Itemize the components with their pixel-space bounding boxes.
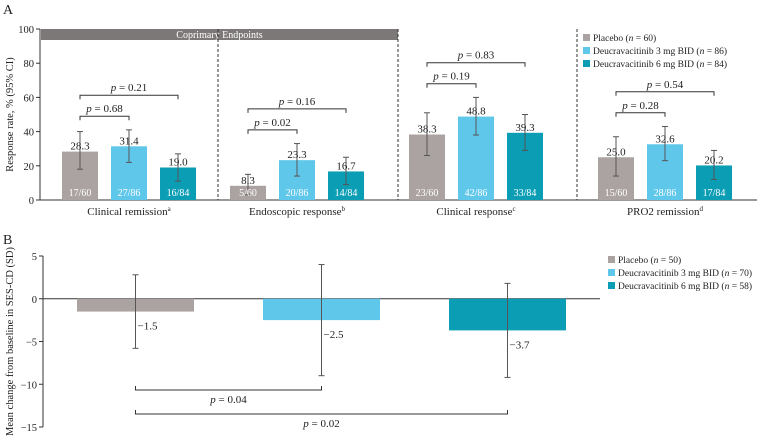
panel-a-legend-label-1: Deucravacitinib 3 mg BID (n = 86) (593, 46, 727, 57)
value-label-0-2: 19.0 (168, 157, 188, 169)
p-value-outer-3: p = 0.54 (646, 79, 684, 91)
panel-b-y-tick-label-2: −5 (26, 338, 37, 349)
panel-a-y-axis-label: Response rate, % (95% CI) (5, 57, 16, 172)
p-value-inner-0: p = 0.68 (85, 103, 123, 115)
p-value-inner-3: p = 0.28 (621, 100, 659, 112)
p-value-outer-0: p = 0.21 (110, 82, 147, 94)
b-p-bracket-0 (135, 386, 322, 391)
panel-b-y-tick-label-0: −15 (21, 423, 37, 434)
panel-b-y-tick-label-4: 5 (32, 252, 37, 263)
panel-a-label: A (3, 3, 14, 18)
b-value-label-2: −3.7 (510, 339, 530, 351)
p-bracket-outer-1 (247, 108, 347, 113)
p-value-inner-1: p = 0.02 (253, 117, 290, 129)
panel-b-label: B (3, 233, 12, 248)
category-label-0: Clinical remissiona (87, 205, 171, 218)
panel-b-legend-swatch-0 (608, 256, 615, 263)
fraction-label-2-0: 23/60 (416, 188, 439, 199)
fraction-label-3-2: 17/84 (703, 188, 726, 199)
coprimary-banner (41, 29, 398, 40)
p-value-outer-2: p = 0.83 (457, 50, 495, 62)
p-bracket-outer-0 (79, 94, 179, 100)
value-label-2-1: 48.8 (466, 106, 486, 118)
value-label-0-0: 28.3 (70, 141, 90, 153)
p-bracket-inner-2 (426, 83, 477, 88)
value-label-1-0: 8.3 (241, 175, 255, 187)
panel-b-y-tick-label-1: −10 (21, 380, 37, 391)
fraction-label-2-1: 42/86 (465, 188, 488, 199)
p-bracket-inner-0 (79, 115, 130, 121)
value-label-2-0: 38.3 (417, 124, 437, 136)
panel-b-legend-label-1: Deucravacitinib 3 mg BID (n = 70) (618, 268, 752, 279)
panel-b-legend-swatch-2 (608, 282, 615, 289)
value-label-3-0: 25.0 (606, 146, 626, 158)
p-bracket-inner-1 (247, 129, 298, 134)
value-label-0-1: 31.4 (119, 135, 139, 147)
b-value-label-1: −2.5 (324, 329, 344, 341)
p-bracket-outer-3 (615, 91, 715, 96)
value-label-2-2: 39.3 (515, 122, 535, 134)
category-label-2: Clinical responsec (436, 205, 515, 218)
panel-a-y-tick-label-5: 100 (18, 25, 34, 36)
panel-a-y-tick-label-4: 80 (24, 59, 35, 70)
panel-b-y-tick-label-3: 0 (32, 295, 37, 306)
panel-a-y-tick-label-0: 0 (29, 196, 34, 207)
panel-a-y-tick-label-1: 20 (24, 162, 35, 173)
panel-a-y-tick-label-2: 40 (24, 128, 35, 139)
fraction-label-0-1: 27/86 (118, 188, 141, 199)
panel-a-y-tick-label-3: 60 (24, 93, 35, 104)
panel-b-y-axis-label: Mean change from baseline in SES-CD (SD) (5, 247, 16, 436)
fraction-label-0-0: 17/60 (69, 188, 92, 199)
category-label-3: PRO2 remissiond (627, 205, 703, 218)
fraction-label-1-0: 5/60 (239, 188, 257, 199)
b-p-value-1: p = 0.02 (302, 418, 339, 430)
value-label-3-2: 20.2 (704, 154, 723, 166)
fraction-label-2-2: 33/84 (514, 188, 537, 199)
p-bracket-outer-2 (426, 62, 526, 67)
fraction-label-1-1: 20/86 (286, 188, 309, 199)
panel-a-legend-label-2: Deucravacitinib 6 mg BID (n = 84) (593, 59, 727, 70)
panel-a: A Response rate, % (95% CI) 0 20 40 60 80 100 Co… (3, 3, 757, 218)
p-value-outer-1: p = 0.16 (278, 96, 316, 108)
value-label-3-1: 32.6 (655, 133, 675, 145)
panel-b-legend-label-2: Deucravacitinib 6 mg BID (n = 58) (618, 281, 752, 292)
p-bracket-inner-3 (615, 112, 666, 117)
fraction-label-3-0: 15/60 (605, 188, 628, 199)
p-value-inner-2: p = 0.19 (432, 71, 470, 83)
fraction-label-3-1: 28/86 (654, 188, 677, 199)
category-label-1: Endoscopic responseb (249, 205, 346, 218)
fraction-label-0-2: 16/84 (167, 188, 190, 199)
panel-a-legend-label-0: Placebo (n = 60) (593, 33, 656, 44)
b-value-label-0: −1.5 (138, 321, 158, 333)
panel-a-legend-swatch-2 (583, 60, 590, 67)
coprimary-banner-label: Coprimary Endpoints (176, 30, 262, 41)
b-p-value-0: p = 0.04 (209, 394, 247, 406)
b-p-bracket-1 (135, 410, 508, 415)
value-label-1-1: 23.3 (287, 149, 307, 161)
panel-b-legend-label-0: Placebo (n = 50) (618, 255, 681, 266)
value-label-1-2: 16.7 (336, 160, 356, 172)
panel-a-legend-swatch-0 (583, 34, 590, 41)
panel-a-legend-swatch-1 (583, 47, 590, 54)
panel-b-legend-swatch-1 (608, 269, 615, 276)
fraction-label-1-2: 14/84 (335, 188, 358, 199)
